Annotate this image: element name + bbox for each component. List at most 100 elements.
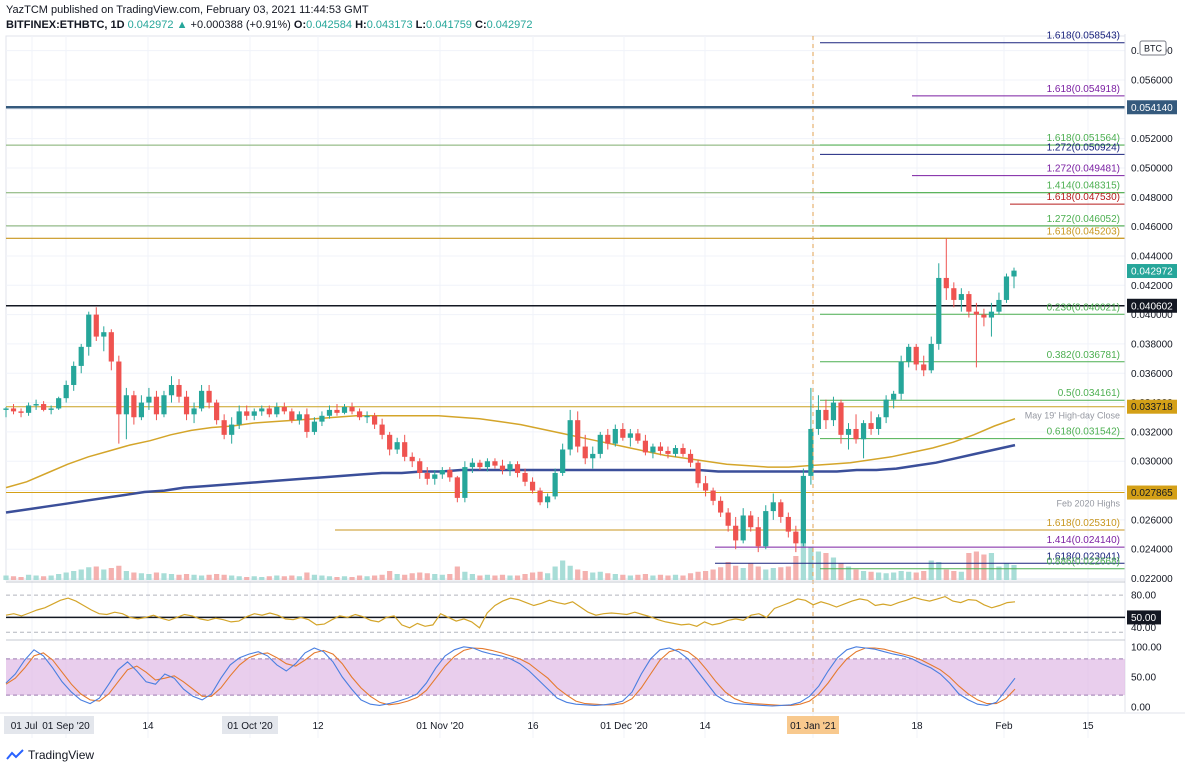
fib-level-label: 0.236(0.040021) [1047,302,1120,313]
volume-bar [229,575,235,580]
candle-body [191,408,197,415]
rsi-tick-label: 40.00 [1131,623,1156,634]
volume-bar [18,577,24,580]
time-tick-label: 18 [911,721,923,732]
rsi-tick-label: 80.00 [1131,591,1156,602]
volume-bar [251,576,257,580]
candles [3,238,1017,553]
time-tick-label: 14 [142,721,154,732]
volume-bar [236,576,242,580]
candle [830,396,837,427]
candle [612,424,618,447]
candle-body [183,396,190,415]
candle [101,326,107,352]
candle-body [740,515,746,541]
price-axis: 0.0580000.0560000.0540000.0520000.050000… [1124,34,1177,712]
volume-bar [183,574,190,580]
candle-body [642,440,649,453]
volume-bar [266,576,272,580]
candle [936,263,942,350]
candle-body [575,420,581,447]
volume-bar [198,575,205,580]
volume-bar [913,572,919,580]
volume-bar [371,575,378,580]
candle-body [860,423,867,440]
candle-body [830,402,837,421]
chart-header: YazTCM published on TradingView.com, Feb… [0,0,1185,34]
volume-bar [875,572,882,580]
volume-bar [943,569,949,580]
volume-bar [665,575,671,580]
candle [274,402,280,418]
tradingview-brand: TradingView [28,748,95,762]
volume-bar [650,575,656,580]
candle [236,405,242,429]
candle [973,302,979,368]
candle-body [48,408,54,410]
candle [138,395,145,421]
volume-bar [612,574,618,580]
volume-bar [244,577,250,580]
candle-body [138,402,145,418]
candle-body [597,434,603,454]
candle [492,458,498,469]
candle [214,399,220,425]
candle [778,499,784,523]
chart-annotation: May 19' High-day Close [1025,411,1120,421]
candle-body [116,361,122,415]
candle [25,402,32,416]
candle [319,411,325,427]
candle-body [567,420,573,450]
candle-body [763,511,769,547]
candle [409,452,415,468]
price-chart[interactable]: 1.618(0.058543) 1.618(0.054918) 1.618(0.05… [0,0,1185,744]
time-highlight [222,716,278,734]
price-tick-label: 0.038000 [1131,339,1173,350]
candle-body [424,472,430,479]
candle [63,380,69,403]
volume-bar [33,575,39,580]
volume-bar [605,573,611,580]
candle-body [785,516,791,532]
candle-body [710,490,716,501]
candle [913,343,919,371]
price-badge [1127,485,1177,500]
candle-body [409,456,415,462]
candle [793,525,799,553]
volume-bar [560,560,566,580]
candle-body [214,402,220,421]
price-change: +0.000388 (+0.91%) [190,19,291,31]
candle-body [898,361,904,394]
candle [462,461,468,503]
fib-level-label: 0.618(0.031542) [1047,427,1120,438]
volume-bar [657,574,664,580]
candle-body [477,462,483,468]
volume-bar [168,574,175,580]
volume-bar [221,574,227,580]
volume-bar [454,566,460,580]
volume-bar [815,551,822,580]
candle [560,443,566,476]
candle-body [499,465,506,471]
candle [898,355,904,400]
candle [642,434,649,456]
fib-level-label: 1.272(0.050924) [1047,142,1120,153]
open-label: O: [293,19,307,31]
candle [1003,273,1010,303]
candle [770,493,776,520]
volume-bar [575,569,581,580]
candle [590,446,596,469]
candle-body [319,415,325,422]
price-tick-label: 0.044000 [1131,251,1173,262]
candle [597,431,603,459]
volume-bar [138,573,145,580]
candle [176,379,182,403]
volume-bar [469,574,475,580]
stoch-tick-label: 50.00 [1131,673,1156,684]
candle-body [311,421,318,432]
candle [567,409,573,456]
candle-body [25,405,32,413]
candle-body [63,384,69,399]
candle [304,408,310,438]
candle-body [996,299,1002,312]
